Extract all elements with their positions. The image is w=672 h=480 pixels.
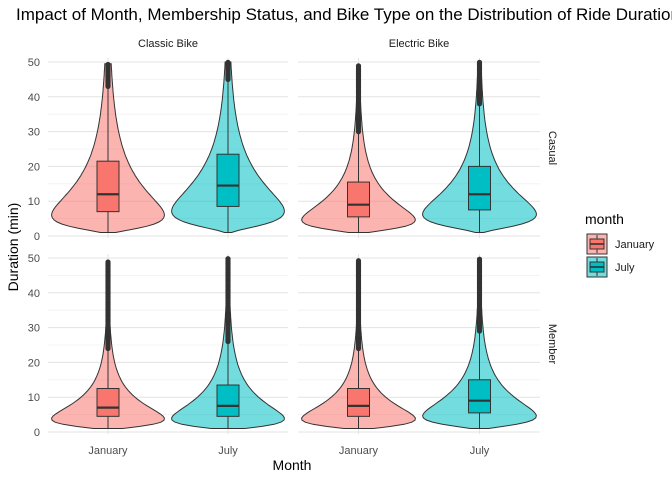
box bbox=[468, 379, 491, 414]
facet-label-row: Member bbox=[546, 324, 558, 365]
outlier-point bbox=[225, 59, 231, 65]
box bbox=[347, 388, 370, 417]
box bbox=[347, 181, 370, 218]
outlier-point bbox=[355, 258, 362, 264]
y-tick-label: 20 bbox=[28, 357, 40, 369]
y-tick-label: 10 bbox=[28, 196, 40, 208]
legend-key: July bbox=[586, 256, 635, 278]
y-tick-label: 50 bbox=[28, 57, 40, 69]
outlier-point bbox=[476, 59, 483, 65]
legend-label: July bbox=[615, 262, 635, 274]
y-tick-label: 40 bbox=[28, 92, 40, 104]
x-tick-label: July bbox=[218, 445, 238, 457]
panel bbox=[298, 58, 540, 238]
y-tick-label: 50 bbox=[28, 253, 40, 265]
box bbox=[96, 160, 120, 213]
y-tick-label: 0 bbox=[34, 231, 40, 243]
chart-title: Impact of Month, Membership Status, and … bbox=[16, 5, 672, 24]
y-axis-title: Duration (min) bbox=[5, 203, 21, 292]
y-tick-label: 0 bbox=[34, 427, 40, 439]
legend-key: January bbox=[586, 233, 655, 255]
legend-label: January bbox=[615, 239, 655, 251]
legend: month January July bbox=[585, 211, 655, 278]
panels: Classic Bike Electric Bike Casual Member 0 10… bbox=[28, 38, 558, 457]
y-tick-label: 30 bbox=[28, 323, 40, 335]
y-tick-label: 10 bbox=[28, 392, 40, 404]
outlier-point bbox=[225, 256, 231, 262]
box bbox=[96, 388, 120, 417]
box bbox=[216, 384, 240, 417]
legend-title: month bbox=[585, 211, 624, 227]
box bbox=[216, 153, 240, 207]
y-tick-label: 30 bbox=[28, 127, 40, 139]
outlier-point bbox=[476, 256, 483, 262]
x-tick-label: July bbox=[470, 445, 490, 457]
box bbox=[468, 165, 491, 211]
facet-label-row: Casual bbox=[546, 131, 558, 165]
x-axis-title: Month bbox=[273, 457, 312, 473]
x-tick-label: January bbox=[339, 445, 379, 457]
facet-label-column: Classic Bike bbox=[138, 38, 198, 50]
panel: 0 10 20 30 40 50 bbox=[28, 57, 288, 243]
y-tick-label: 40 bbox=[28, 288, 40, 300]
x-tick-label: January bbox=[88, 445, 128, 457]
outlier-point bbox=[105, 259, 111, 265]
panel: January July bbox=[298, 254, 540, 457]
facet-label-column: Electric Bike bbox=[389, 38, 450, 50]
outlier-point bbox=[105, 61, 111, 68]
panel: 0 10 20 30 40 50 January July bbox=[28, 253, 288, 457]
y-tick-label: 20 bbox=[28, 161, 40, 173]
outlier-point bbox=[355, 63, 362, 69]
